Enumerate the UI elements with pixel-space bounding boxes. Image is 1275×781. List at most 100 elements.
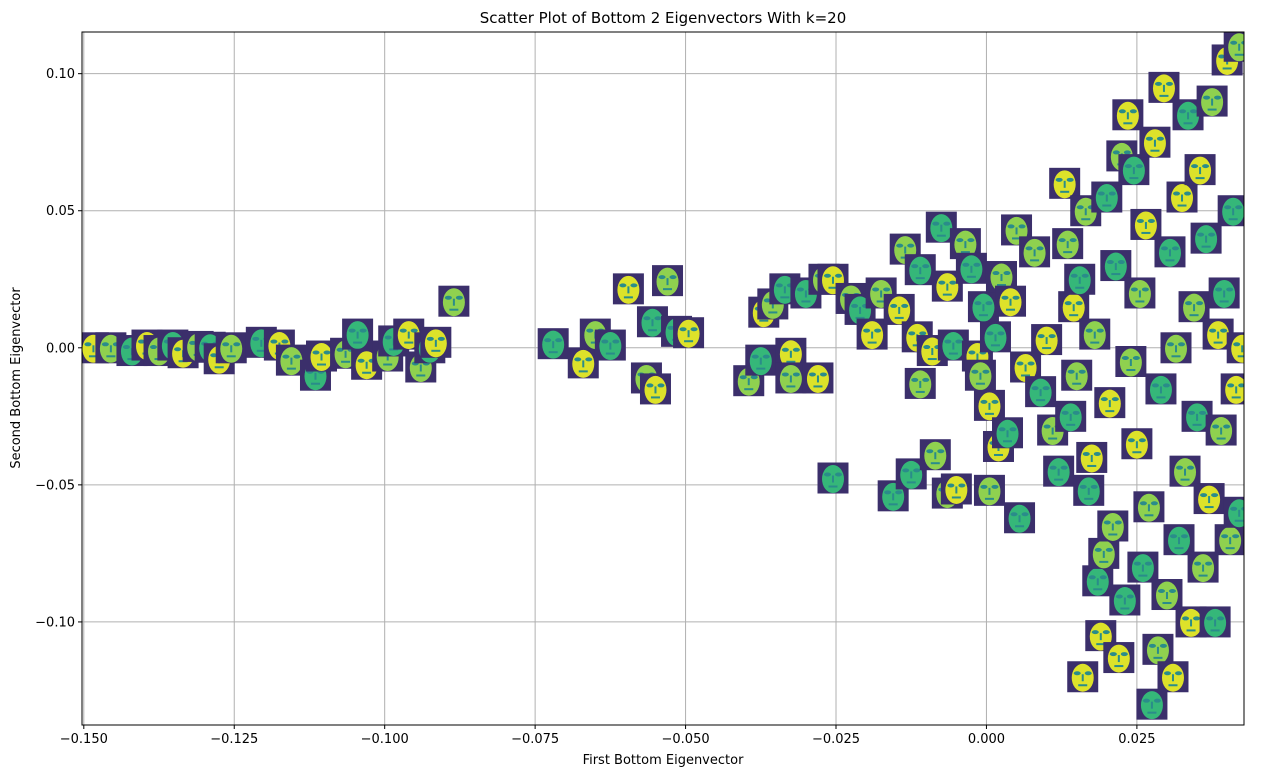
face-eye-left xyxy=(619,283,627,288)
face-eye-right xyxy=(1141,287,1149,292)
face-eye-left xyxy=(1043,424,1051,429)
face-eye-left xyxy=(1103,520,1111,525)
face-eye-right xyxy=(1084,671,1092,676)
face-mouth xyxy=(88,355,98,358)
face-mouth xyxy=(1087,464,1097,467)
face-eye-right xyxy=(967,238,975,243)
face-eye-right xyxy=(1226,287,1234,292)
face-nose xyxy=(1232,208,1235,216)
face-mouth xyxy=(1231,396,1241,399)
face-point-93 xyxy=(1067,661,1099,693)
face-eye-right xyxy=(1181,534,1189,539)
y-tick-label: 0.05 xyxy=(46,204,75,219)
face-nose xyxy=(759,357,762,365)
face-point-80 xyxy=(1004,502,1036,534)
face-mouth xyxy=(1228,218,1238,221)
face-eye-right xyxy=(293,354,301,359)
face-nose xyxy=(994,334,997,342)
face-eye-left xyxy=(1173,191,1181,196)
face-nose xyxy=(386,353,389,361)
face-eye-left xyxy=(1212,424,1220,429)
face-mouth xyxy=(548,351,558,354)
face-eye-right xyxy=(657,383,665,388)
face-point-63 xyxy=(931,270,963,302)
face-eye-left xyxy=(1170,534,1178,539)
y-tick-label: −0.10 xyxy=(35,615,75,630)
face-eye-right xyxy=(1066,177,1074,182)
face-point-98 xyxy=(1082,565,1114,597)
x-tick-label: 0.025 xyxy=(1118,732,1155,747)
face-nose xyxy=(1196,413,1199,421)
face-eye-left xyxy=(1182,616,1190,621)
face-eye-right xyxy=(555,338,563,343)
face-mouth xyxy=(813,385,823,388)
face-nose xyxy=(1229,537,1232,545)
face-mouth xyxy=(1015,525,1025,528)
face-mouth xyxy=(1021,374,1031,377)
face-mouth xyxy=(948,352,958,355)
face-nose xyxy=(988,487,991,495)
face-eye-left xyxy=(122,345,130,350)
face-eye-left xyxy=(150,345,158,350)
face-nose xyxy=(419,364,422,372)
face-eye-left xyxy=(808,372,816,377)
face-point-73 xyxy=(973,474,1005,506)
face-nose xyxy=(1132,167,1135,175)
face-eye-left xyxy=(444,295,452,300)
face-point-45 xyxy=(802,362,834,394)
face-eye-right xyxy=(1205,561,1213,566)
chart-title: Scatter Plot of Bottom 2 Eigenvectors Wi… xyxy=(480,9,846,27)
face-eye-left xyxy=(1221,534,1229,539)
face-nose xyxy=(344,350,347,358)
face-eye-left xyxy=(763,298,771,303)
face-eye-right xyxy=(359,328,367,333)
face-eye-left xyxy=(947,483,955,488)
face-nose xyxy=(871,331,874,339)
face-mouth xyxy=(416,374,426,377)
face-eye-left xyxy=(1121,356,1129,361)
face-mouth xyxy=(578,370,588,373)
face-mouth xyxy=(341,360,351,363)
face-eye-left xyxy=(926,449,934,454)
face-eye-right xyxy=(949,280,957,285)
face-eye-left xyxy=(1070,273,1078,278)
face-point-43 xyxy=(775,362,807,394)
face-mouth xyxy=(1210,629,1220,632)
plot-frame xyxy=(81,31,1245,726)
face-eye-left xyxy=(1112,150,1120,155)
face-point-47 xyxy=(817,462,849,494)
face-point-132 xyxy=(1184,154,1216,186)
face-mouth xyxy=(1204,506,1214,509)
face-mouth xyxy=(756,367,766,370)
face-eye-left xyxy=(1142,698,1150,703)
face-nose xyxy=(1063,180,1066,188)
face-nose xyxy=(1193,304,1196,312)
face-mouth xyxy=(226,355,236,358)
face-eye-right xyxy=(410,328,418,333)
face-mouth xyxy=(663,288,673,291)
face-mouth xyxy=(1075,286,1085,289)
face-nose xyxy=(940,224,943,232)
face-mouth xyxy=(1159,94,1169,97)
face-point-145 xyxy=(1223,32,1244,62)
face-mouth xyxy=(978,314,988,317)
face-eye-right xyxy=(1187,465,1195,470)
face-nose xyxy=(1171,674,1174,682)
face-point-81 xyxy=(1010,351,1042,383)
x-axis-ticks: −0.150 −0.125 −0.100 −0.075 −0.050 −0.025 0.00… xyxy=(60,725,1155,747)
face-eye-left xyxy=(1058,238,1066,243)
face-eye-right xyxy=(982,369,990,374)
face-eye-left xyxy=(890,303,898,308)
face-mouth xyxy=(1036,399,1046,402)
face-eye-left xyxy=(1094,547,1102,552)
face-nose xyxy=(1178,537,1181,545)
face-mouth xyxy=(1093,588,1103,591)
face-point-135 xyxy=(1193,483,1225,515)
face-point-130 xyxy=(1178,291,1210,323)
face-mouth xyxy=(362,371,372,374)
face-nose xyxy=(1117,655,1120,663)
face-nose xyxy=(1075,372,1078,380)
face-eye-left xyxy=(1130,287,1138,292)
y-tick-label: 0.10 xyxy=(46,67,75,82)
face-nose xyxy=(651,319,654,327)
